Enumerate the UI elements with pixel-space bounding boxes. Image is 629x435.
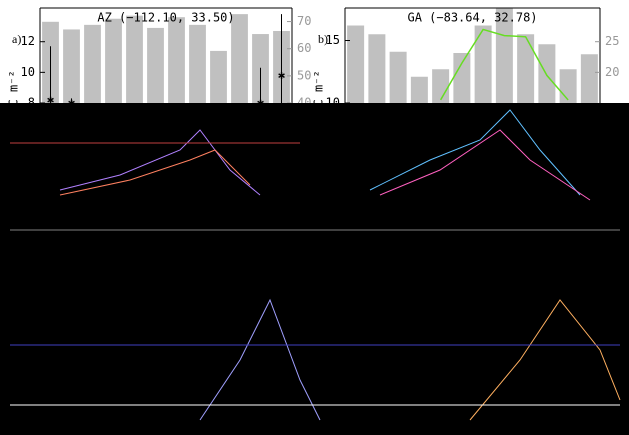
- bar: [189, 24, 206, 103]
- error-marker: ✱: [278, 68, 285, 82]
- bar: [559, 69, 577, 103]
- bar: [538, 44, 556, 103]
- bar: [495, 8, 513, 103]
- chart-title: AZ (−112.10, 33.50): [97, 11, 234, 25]
- bar: [517, 34, 535, 103]
- bar: [389, 51, 407, 103]
- y-tick-label: 8: [28, 96, 35, 110]
- y2-tick-label: 20: [605, 65, 619, 79]
- y-tick-label: 10: [21, 65, 35, 79]
- y2-tick-label: 50: [297, 68, 311, 82]
- bar: [126, 15, 143, 103]
- bar: [210, 50, 227, 103]
- bar: [432, 69, 450, 103]
- y-tick-label: 12: [21, 34, 35, 48]
- panel-label: b): [318, 32, 328, 46]
- corrupted-region: [0, 103, 629, 435]
- y2-tick-label: 70: [297, 14, 311, 28]
- y2-tick-label: 25: [605, 34, 619, 48]
- bar: [147, 27, 164, 103]
- noise: [10, 109, 621, 421]
- y-axis-label: gC m⁻²: [312, 70, 326, 113]
- y-tick-label: 15: [326, 33, 340, 47]
- error-marker: ✱: [68, 96, 75, 110]
- y2-tick-label: 60: [297, 41, 311, 55]
- bar: [84, 24, 101, 103]
- panel-label: a): [12, 32, 21, 46]
- plot-area: ✱ ✱ ✱ ✱: [42, 14, 290, 110]
- bar: [474, 25, 492, 103]
- y-axis-label: gC m⁻²: [7, 70, 21, 113]
- bar: [410, 76, 428, 103]
- error-marker: ✱: [257, 96, 264, 110]
- plot-area: [347, 8, 598, 103]
- line-series: [439, 28, 569, 101]
- error-marker: ✱: [47, 92, 54, 106]
- bar: [168, 17, 185, 103]
- bar: [453, 53, 471, 103]
- bar: [368, 34, 386, 103]
- bar: [231, 14, 248, 103]
- bar: [347, 25, 365, 103]
- bar: [580, 54, 598, 103]
- bar: [63, 29, 80, 103]
- bar: [105, 18, 122, 103]
- chart-title: GA (−83.64, 32.78): [407, 11, 537, 25]
